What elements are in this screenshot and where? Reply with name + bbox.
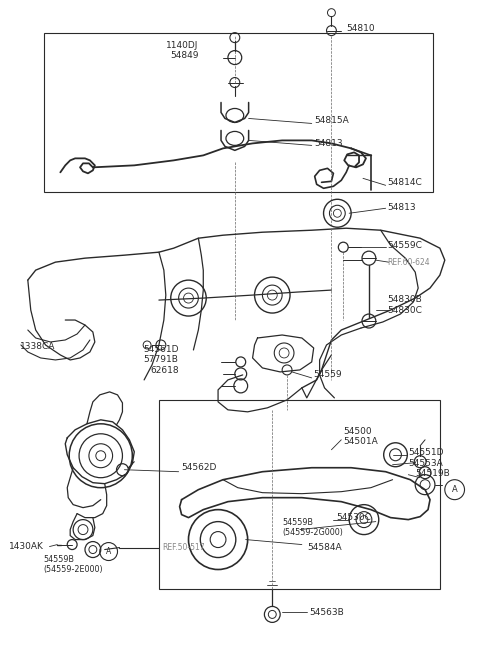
Text: 54500
54501A: 54500 54501A — [343, 427, 378, 446]
Text: REF.60-624: REF.60-624 — [388, 257, 430, 267]
Text: A: A — [452, 485, 457, 494]
Bar — [159, 400, 440, 590]
Text: 54530C: 54530C — [336, 513, 371, 522]
Text: 54562D: 54562D — [181, 463, 217, 472]
Text: A: A — [106, 547, 111, 556]
Text: 1430AK: 1430AK — [9, 542, 44, 551]
Text: 54551D: 54551D — [408, 448, 444, 458]
Bar — [44, 33, 433, 192]
Text: 54519B: 54519B — [415, 469, 450, 478]
Text: 54814C: 54814C — [388, 178, 422, 187]
Text: 54553A: 54553A — [408, 459, 443, 468]
Text: 54813: 54813 — [315, 139, 343, 148]
Text: 54559C: 54559C — [388, 241, 422, 249]
Text: 54559: 54559 — [314, 370, 342, 380]
Text: 54559B
(54559-2G000): 54559B (54559-2G000) — [282, 518, 343, 538]
Text: 1338CA: 1338CA — [20, 342, 55, 352]
Text: 54810: 54810 — [346, 24, 375, 33]
Text: REF.50-517: REF.50-517 — [162, 543, 204, 552]
Text: 54813: 54813 — [388, 203, 416, 211]
Text: 54561D
57791B
62618: 54561D 57791B 62618 — [143, 345, 179, 375]
Text: 54563B: 54563B — [310, 608, 345, 617]
Text: 54815A: 54815A — [315, 116, 349, 125]
Text: 54830B
54830C: 54830B 54830C — [388, 295, 422, 315]
Text: 1140DJ
54849: 1140DJ 54849 — [166, 41, 198, 60]
Text: 54584A: 54584A — [307, 543, 341, 552]
Text: 54559B
(54559-2E000): 54559B (54559-2E000) — [44, 555, 103, 574]
